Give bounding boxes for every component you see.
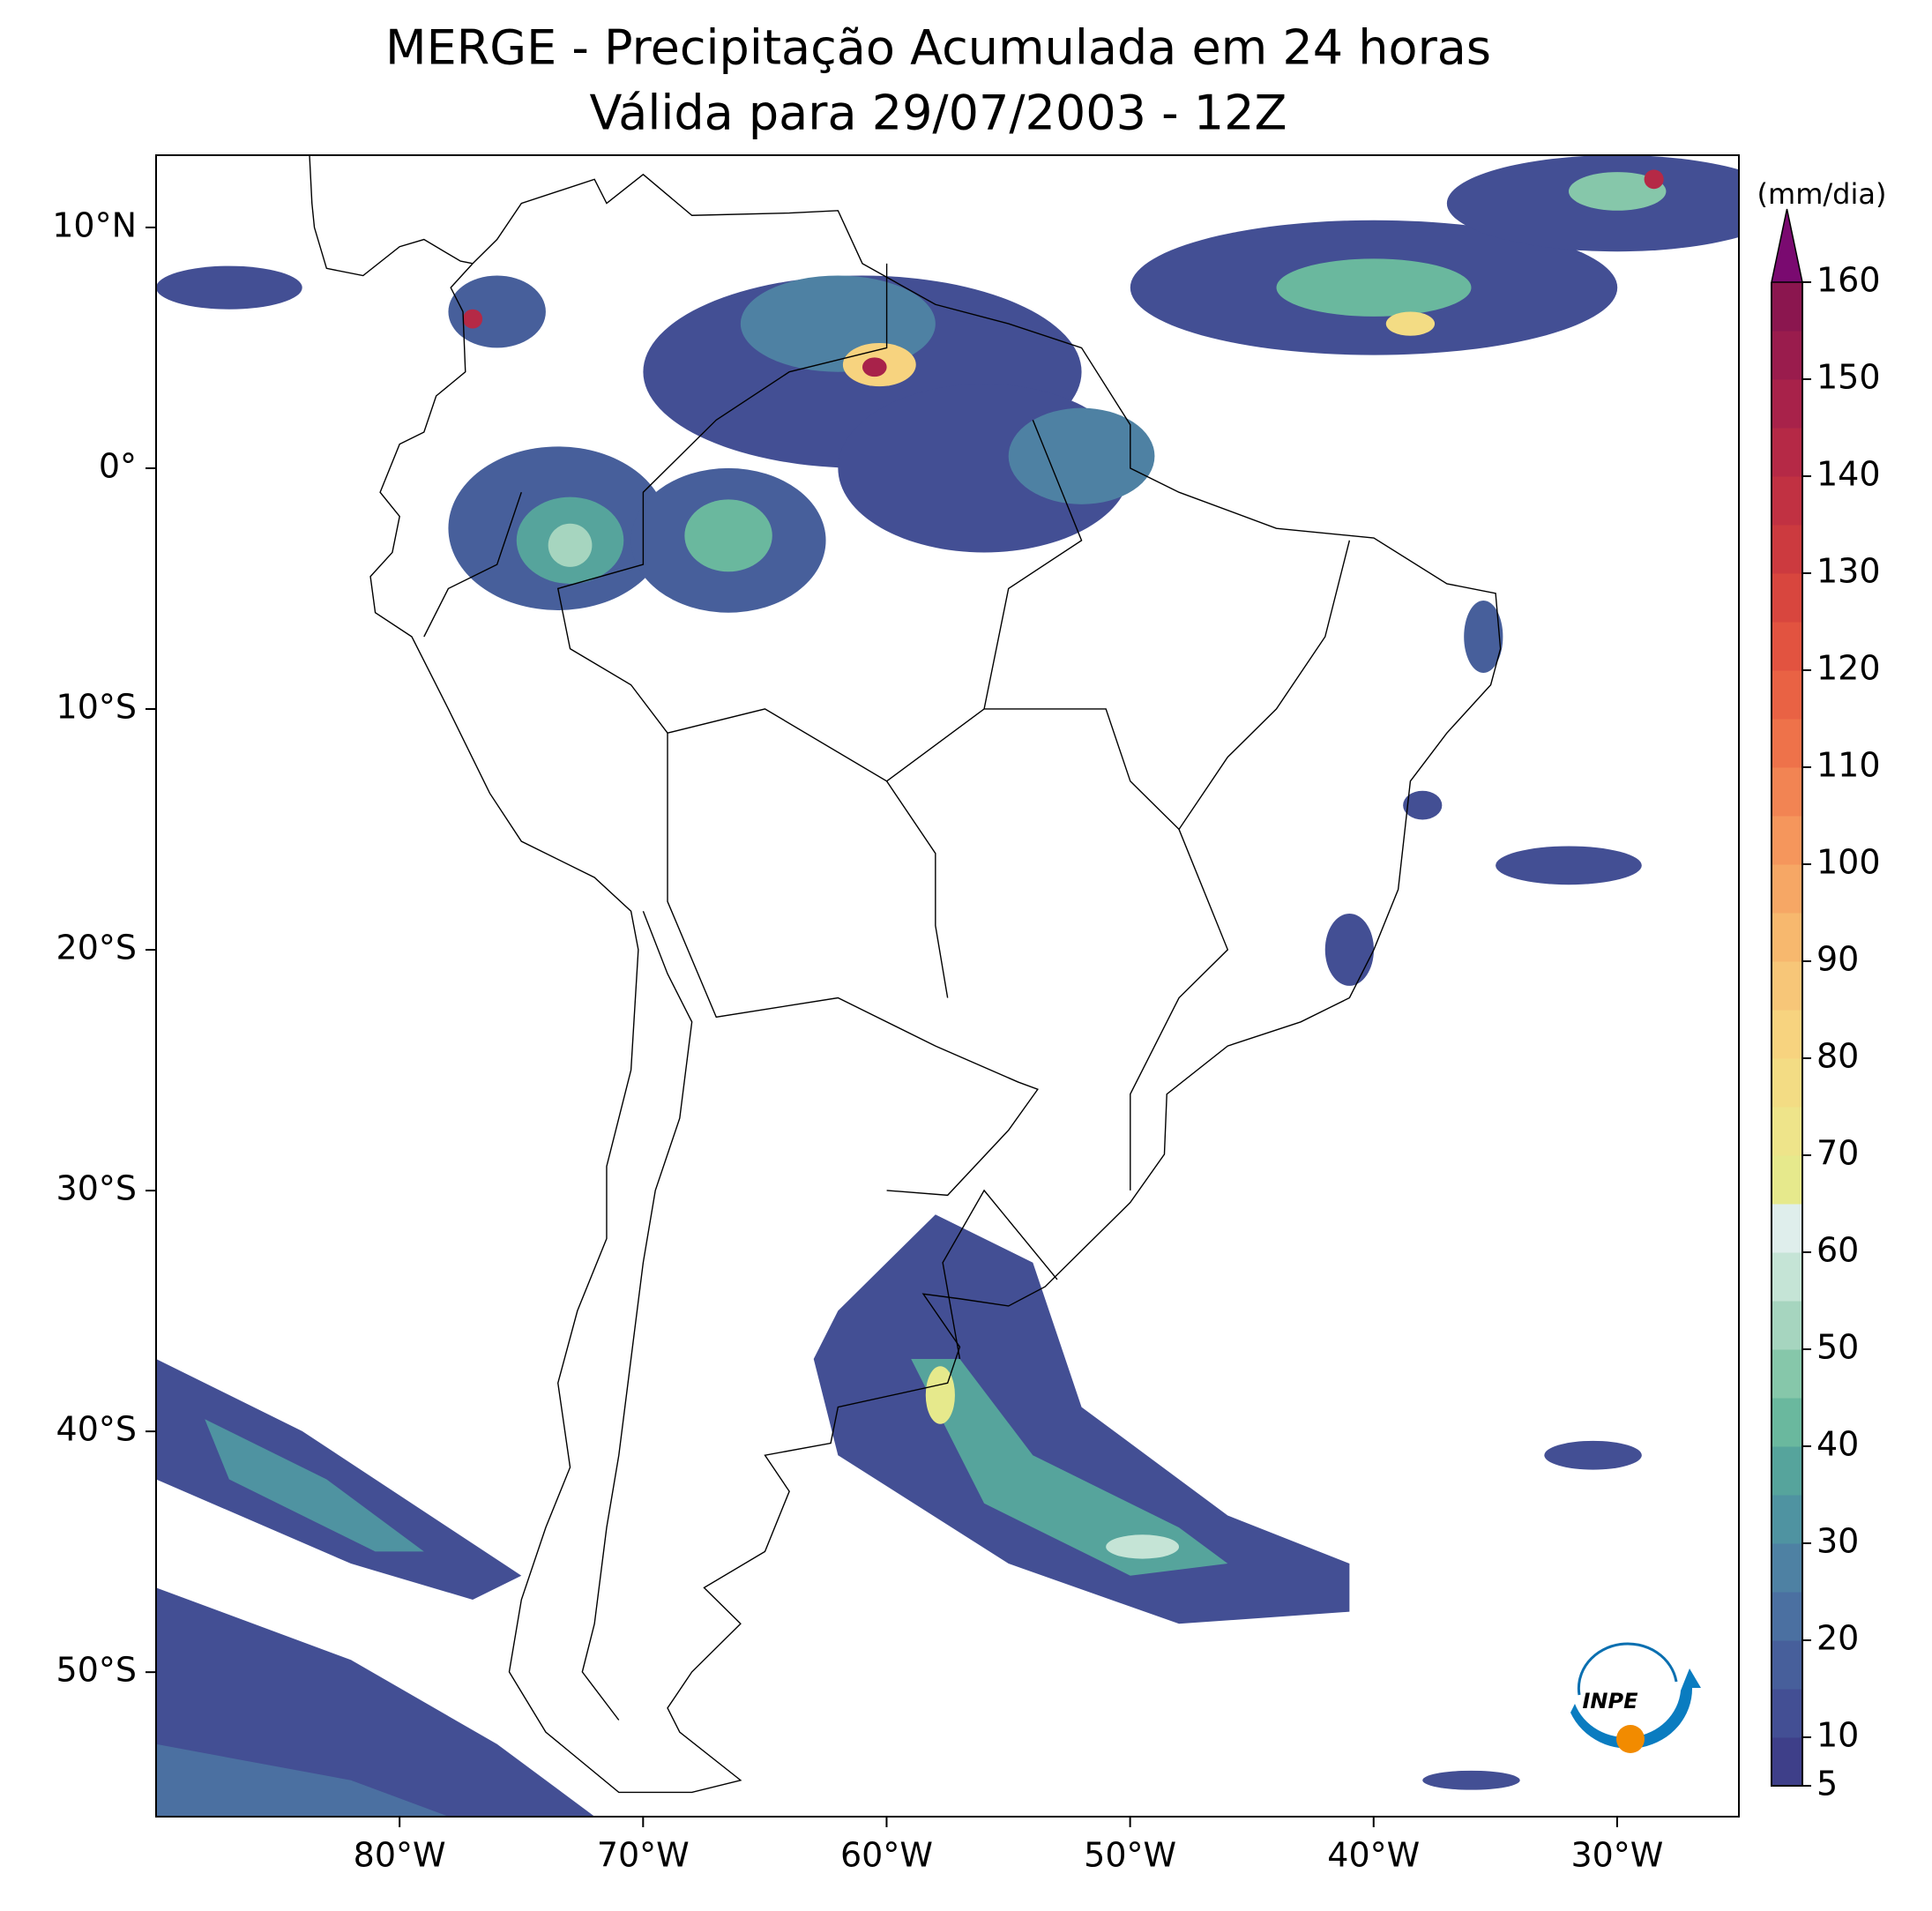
colorbar-band [1772,1446,1802,1496]
colorbar-label: (mm/dia) [1757,177,1887,211]
colorbar-band [1772,1204,1802,1253]
x-tick-label: 40°W [1327,1836,1420,1875]
colorbar-band [1772,1107,1802,1156]
colorbar-band [1772,622,1802,671]
map-frame [155,154,1740,1818]
y-tick-label: 20°S [56,929,137,967]
colorbar-tick-label: 70 [1816,1134,1859,1173]
colorbar-band [1772,767,1802,817]
colorbar-tick-label: 10 [1816,1716,1859,1755]
colorbar-tick-label: 110 [1816,746,1881,785]
colorbar-band [1772,1495,1802,1544]
colorbar-band [1772,1592,1802,1641]
colorbar-band [1772,864,1802,914]
precipitation-field [156,155,1739,1817]
y-tick-label: 10°N [52,205,137,244]
colorbar-band [1772,1301,1802,1350]
colorbar-band [1772,525,1802,574]
colorbar-tick-label: 120 [1816,649,1881,688]
y-tick-label: 50°S [56,1651,137,1690]
colorbar-band [1772,1252,1802,1302]
colorbar-tick-label: 80 [1816,1037,1859,1076]
x-tick-label: 30°W [1570,1836,1663,1875]
colorbar-tick-label: 100 [1816,843,1881,882]
colorbar-band [1772,1010,1802,1059]
colorbar-tick-label: 5 [1816,1765,1838,1803]
colorbar-band [1772,428,1802,477]
y-tick-label: 40°S [56,1410,137,1449]
colorbar-tick-label: 50 [1816,1328,1859,1367]
colorbar-outline [1771,282,1803,1787]
colorbar-tick-label: 140 [1816,455,1881,494]
colorbar-tick-label: 150 [1816,358,1881,397]
colorbar-band [1772,476,1802,526]
x-tick-label: 50°W [1084,1836,1176,1875]
colorbar-tick-label: 160 [1816,261,1881,300]
x-tick-label: 70°W [597,1836,690,1875]
logo: INPE [1570,1642,1701,1753]
colorbar-band [1772,1689,1802,1738]
colorbar-tick-label: 20 [1816,1619,1859,1658]
y-tick-label: 10°S [56,688,137,727]
colorbar-band [1772,282,1802,332]
colorbar-band [1772,1349,1802,1399]
colorbar-tick-label: 60 [1816,1231,1859,1270]
colorbar-band [1772,379,1802,429]
colorbar-band [1772,1737,1802,1787]
colorbar-band [1772,1398,1802,1447]
x-tick-label: 60°W [840,1836,933,1875]
colorbar-band [1772,816,1802,865]
colorbar-tick-label: 40 [1816,1425,1859,1464]
colorbar-band [1772,1155,1802,1205]
colorbar-tick-label: 130 [1816,552,1881,591]
subtitle: Válida para 29/07/2003 - 12Z [590,86,1287,141]
colorbar-band [1772,1543,1802,1593]
colorbar-band [1772,573,1802,623]
map-area [156,155,1739,1817]
coastline [310,155,1501,1792]
colorbar-band [1772,1058,1802,1108]
colorbar-band [1772,719,1802,768]
x-tick-label: 80°W [354,1836,446,1875]
colorbar-band [1772,331,1802,380]
colorbar-band [1772,913,1802,962]
y-tick-label: 0° [99,446,137,485]
colorbar-band [1772,670,1802,720]
title: MERGE - Precipitação Acumulada em 24 hor… [385,20,1491,76]
logo-text: INPE [1583,1689,1639,1713]
colorbar-band [1772,1640,1802,1690]
colorbar-tick-label: 90 [1816,940,1859,979]
colorbar-extend [1771,208,1803,283]
colorbar-band [1772,961,1802,1011]
colorbar-tick-label: 30 [1816,1522,1859,1561]
y-tick-label: 30°S [56,1169,137,1208]
